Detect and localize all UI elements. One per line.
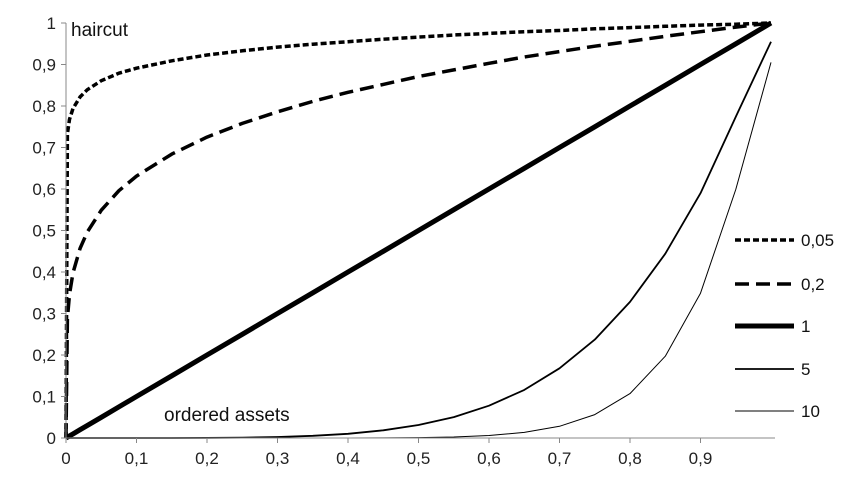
y-tick-label: 0,3 — [32, 305, 56, 324]
y-tick-label: 1 — [47, 14, 56, 33]
x-tick-label: 0,2 — [195, 449, 219, 468]
y-tick-label: 0,8 — [32, 97, 56, 116]
legend-label: 0,2 — [801, 275, 825, 294]
x-tick-label: 0,3 — [266, 449, 290, 468]
y-tick-label: 0,1 — [32, 388, 56, 407]
y-tick-label: 0,4 — [32, 263, 56, 282]
x-axis-annotation: ordered assets — [164, 405, 290, 426]
x-tick-label: 0,6 — [477, 449, 501, 468]
y-tick-label: 0,9 — [32, 56, 56, 75]
x-tick-label: 0,5 — [407, 449, 431, 468]
legend-label: 1 — [801, 317, 810, 336]
legend-label: 0,05 — [801, 231, 834, 250]
y-tick-label: 0 — [47, 429, 56, 448]
y-axis-annotation: haircut — [71, 20, 129, 41]
series-line-0-2 — [64, 21, 772, 439]
y-axis-ticks: 0 0,1 0,2 0,3 0,4 0,5 0,6 0,7 0,8 0,9 1 — [32, 14, 66, 448]
x-tick-label: 0,7 — [548, 449, 572, 468]
y-tick-label: 0,7 — [32, 139, 56, 158]
x-tick-label: 0,4 — [336, 449, 360, 468]
x-tick-label: 0 — [61, 449, 70, 468]
x-axis-ticks: 0 0,1 0,2 0,3 0,4 0,5 0,6 0,7 0,8 0,9 — [61, 438, 712, 468]
legend-label: 10 — [801, 402, 820, 421]
y-tick-label: 0,6 — [32, 180, 56, 199]
series-line-1 — [64, 20, 773, 441]
legend: 0,05 0,2 1 5 10 — [735, 231, 834, 421]
x-tick-label: 0,8 — [618, 449, 642, 468]
plot-area — [64, 20, 773, 441]
y-tick-label: 0,2 — [32, 346, 56, 365]
y-tick-label: 0,5 — [32, 222, 56, 241]
x-tick-label: 0,1 — [125, 449, 149, 468]
legend-label: 5 — [801, 360, 810, 379]
series-line-10 — [66, 62, 772, 439]
x-tick-label: 0,9 — [689, 449, 713, 468]
series-line-0-05 — [64, 21, 772, 439]
